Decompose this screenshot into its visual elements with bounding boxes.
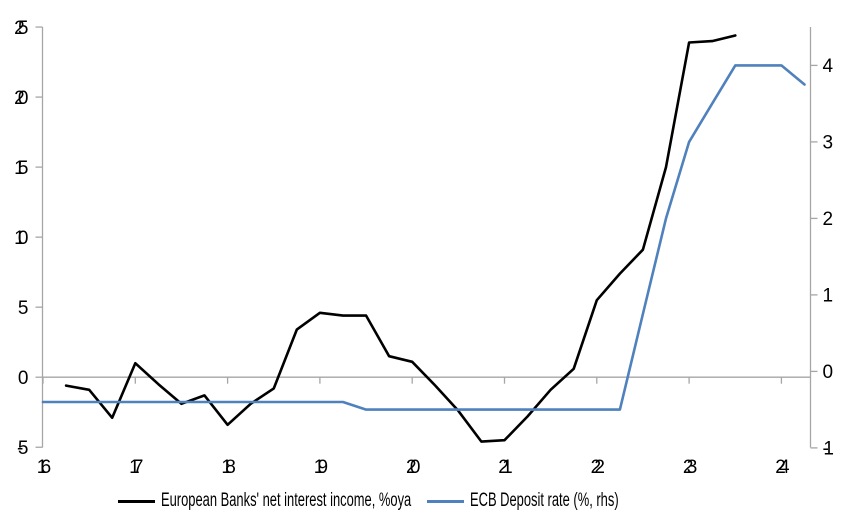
x-axis-tick-label: 16 [37,457,51,478]
left-axis-tick-label: 5 [18,298,29,319]
x-axis-tick-label: 21 [498,457,512,478]
x-axis-tick-label: 20 [406,457,420,478]
x-axis-tick-label: 23 [683,457,697,478]
left-axis-tick-label: 25 [14,18,28,39]
right-axis-tick-label: -1 [823,439,835,460]
right-axis-tick-label: 3 [823,133,834,154]
x-axis-tick-label: 17 [129,457,143,478]
left-axis-tick-label: 20 [14,88,28,109]
x-axis-tick-label: 24 [775,457,790,478]
right-axis-tick-label: 0 [823,362,834,383]
left-axis-tick-label: 15 [14,158,28,179]
left-axis-tick-label: -5 [17,438,29,459]
series-line-ecb-deposit-rate [41,64,806,411]
x-axis-tick-label: 19 [314,457,328,478]
right-axis-tick-label: 1 [823,286,834,307]
x-axis-tick-label: 18 [221,457,235,478]
left-axis-tick-label: 0 [18,368,29,389]
x-axis-tick-label: 22 [591,457,605,478]
right-axis-tick-label: 2 [823,209,834,230]
left-axis-tick-label: 10 [14,228,28,249]
series-line-net-interest-income [64,34,737,443]
right-axis-tick-label: 4 [823,56,834,77]
